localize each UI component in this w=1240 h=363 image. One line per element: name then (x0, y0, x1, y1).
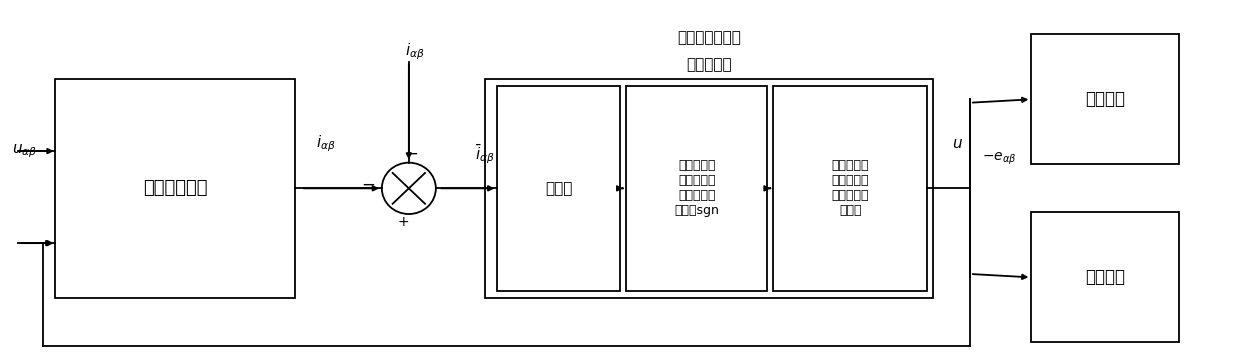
Text: $i_{\alpha\beta}$: $i_{\alpha\beta}$ (316, 134, 336, 154)
Text: 平滑非奇异
终端滑模控
制律中的切
换作用sgn: 平滑非奇异 终端滑模控 制律中的切 换作用sgn (675, 159, 719, 217)
Text: 滑模观测器: 滑模观测器 (686, 58, 732, 73)
Text: −: − (404, 145, 418, 163)
Text: 平滑非奇异终端: 平滑非奇异终端 (677, 30, 742, 45)
Ellipse shape (382, 163, 435, 214)
Text: +: + (398, 215, 409, 229)
Bar (774, 86, 928, 291)
Bar (1032, 34, 1178, 164)
Text: 平滑非奇异
终端滑模控
制律中的积
分作用: 平滑非奇异 终端滑模控 制律中的积 分作用 (832, 159, 869, 217)
Text: 转角推算: 转角推算 (1085, 90, 1125, 108)
Text: $i_{\alpha\beta}$: $i_{\alpha\beta}$ (405, 41, 425, 62)
Text: $\bar{i}_{\alpha\beta}$: $\bar{i}_{\alpha\beta}$ (475, 142, 495, 166)
Text: 滑模面: 滑模面 (544, 181, 573, 196)
Bar (1032, 212, 1178, 342)
Text: $-e_{\alpha\beta}$: $-e_{\alpha\beta}$ (982, 151, 1017, 167)
Bar (56, 79, 295, 298)
Bar (485, 79, 932, 298)
Bar (497, 86, 620, 291)
Text: $u$: $u$ (952, 136, 963, 151)
Text: 定子电压方程: 定子电压方程 (143, 179, 207, 197)
Text: −: − (361, 175, 376, 193)
Text: 转速推算: 转速推算 (1085, 268, 1125, 286)
Text: $u_{\alpha\beta}$: $u_{\alpha\beta}$ (12, 142, 37, 160)
Bar (626, 86, 768, 291)
